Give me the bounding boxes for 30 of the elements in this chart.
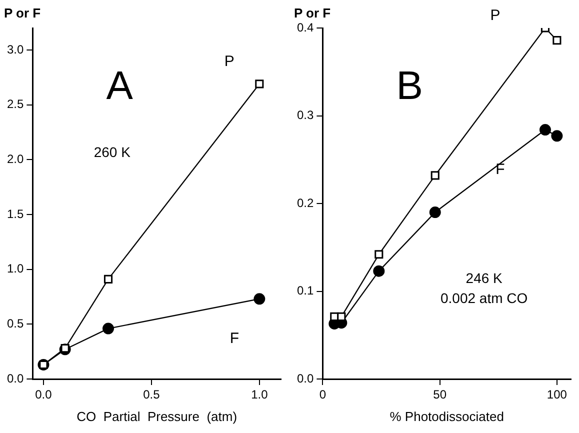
x-tick-label: 0 — [319, 388, 326, 402]
y-tick-label: 2.5 — [6, 97, 24, 112]
x-tick-label: 1.0 — [251, 388, 268, 402]
text: P — [490, 7, 500, 24]
x-tick-label: 0.0 — [35, 388, 52, 402]
y-tick-label: 0.1 — [296, 284, 314, 298]
series-label: F — [230, 330, 239, 348]
y-tick-label: 3.0 — [6, 42, 24, 56]
x-tick-label: 50 — [433, 388, 447, 402]
y-tick-label: 0.0 — [296, 371, 314, 386]
x-axis-title: % Photodissociated — [390, 408, 504, 424]
y-axis-title: P or F — [294, 6, 331, 21]
y-tick-label: 0.5 — [6, 316, 24, 330]
annotation: 260 K — [94, 144, 132, 160]
x-tick-label: 0.5 — [143, 388, 160, 402]
y-tick-label: 1.5 — [6, 206, 24, 221]
annotation: 0.002 atm CO — [440, 290, 528, 306]
y-tick-label: 1.0 — [6, 262, 24, 276]
series-label: P — [224, 53, 234, 70]
y-tick-label: 0.4 — [296, 20, 314, 34]
y-tick-label: 0.0 — [6, 371, 24, 386]
x-axis-title: CO Partial Pressure (atm) — [76, 408, 238, 424]
x-tick-label: 100 — [546, 388, 568, 402]
annotation: 246 K — [466, 270, 504, 286]
text: A — [106, 64, 134, 108]
y-tick-label: 2.0 — [6, 152, 24, 166]
text: B — [396, 64, 423, 108]
y-tick-label: 0.2 — [296, 196, 314, 210]
y-tick-label: 0.3 — [296, 108, 314, 122]
y-axis-title: P or F — [4, 6, 41, 21]
